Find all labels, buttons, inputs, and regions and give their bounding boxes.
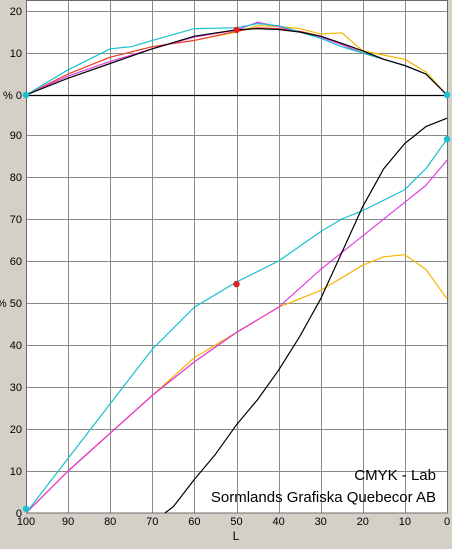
y-tick-label: % 50 bbox=[0, 298, 22, 310]
x-tick-label: 50 bbox=[230, 516, 242, 528]
data-point-marker bbox=[443, 91, 451, 99]
y-tick-label: 80 bbox=[10, 172, 22, 184]
y-tick-label: 10 bbox=[10, 48, 22, 60]
annotation-line-1: CMYK - Lab bbox=[354, 467, 436, 484]
data-point-marker bbox=[233, 26, 240, 34]
y-tick-label: 60 bbox=[10, 256, 22, 268]
y-tick-label: 30 bbox=[10, 382, 22, 394]
y-tick-label: 0 bbox=[16, 508, 22, 520]
series-line bbox=[25, 159, 448, 514]
data-point-marker bbox=[233, 280, 240, 288]
x-tick-label: 20 bbox=[357, 516, 369, 528]
x-axis-label: L bbox=[233, 529, 240, 543]
series-line bbox=[164, 117, 448, 514]
y-tick-label: 20 bbox=[10, 6, 22, 18]
data-markers bbox=[22, 26, 451, 512]
data-point-marker bbox=[22, 505, 30, 512]
plot-area bbox=[26, 0, 447, 513]
series-line bbox=[25, 138, 448, 514]
x-tick-label: 0 bbox=[444, 516, 450, 528]
x-tick-label: 80 bbox=[104, 516, 116, 528]
annotation-line-2: Sormlands Grafiska Quebecor AB bbox=[211, 489, 436, 506]
y-tick-label: 10 bbox=[10, 466, 22, 478]
data-point-marker bbox=[22, 91, 30, 99]
series-lines bbox=[25, 21, 448, 514]
grid-lines bbox=[26, 0, 448, 514]
x-tick-label: 60 bbox=[188, 516, 200, 528]
x-tick-label: 40 bbox=[272, 516, 284, 528]
x-tick-label: 30 bbox=[315, 516, 327, 528]
y-tick-label: % 0 bbox=[3, 90, 22, 102]
data-point-marker bbox=[443, 136, 451, 143]
x-tick-label: 100 bbox=[17, 516, 35, 528]
x-tick-label: 70 bbox=[146, 516, 158, 528]
y-tick-label: 20 bbox=[10, 424, 22, 436]
x-tick-label: 10 bbox=[399, 516, 411, 528]
y-tick-label: 40 bbox=[10, 340, 22, 352]
y-tick-label: 70 bbox=[10, 214, 22, 226]
x-tick-label: 90 bbox=[62, 516, 74, 528]
series-line bbox=[25, 28, 448, 96]
y-tick-label: 90 bbox=[10, 130, 22, 142]
plot-border bbox=[26, 0, 448, 514]
